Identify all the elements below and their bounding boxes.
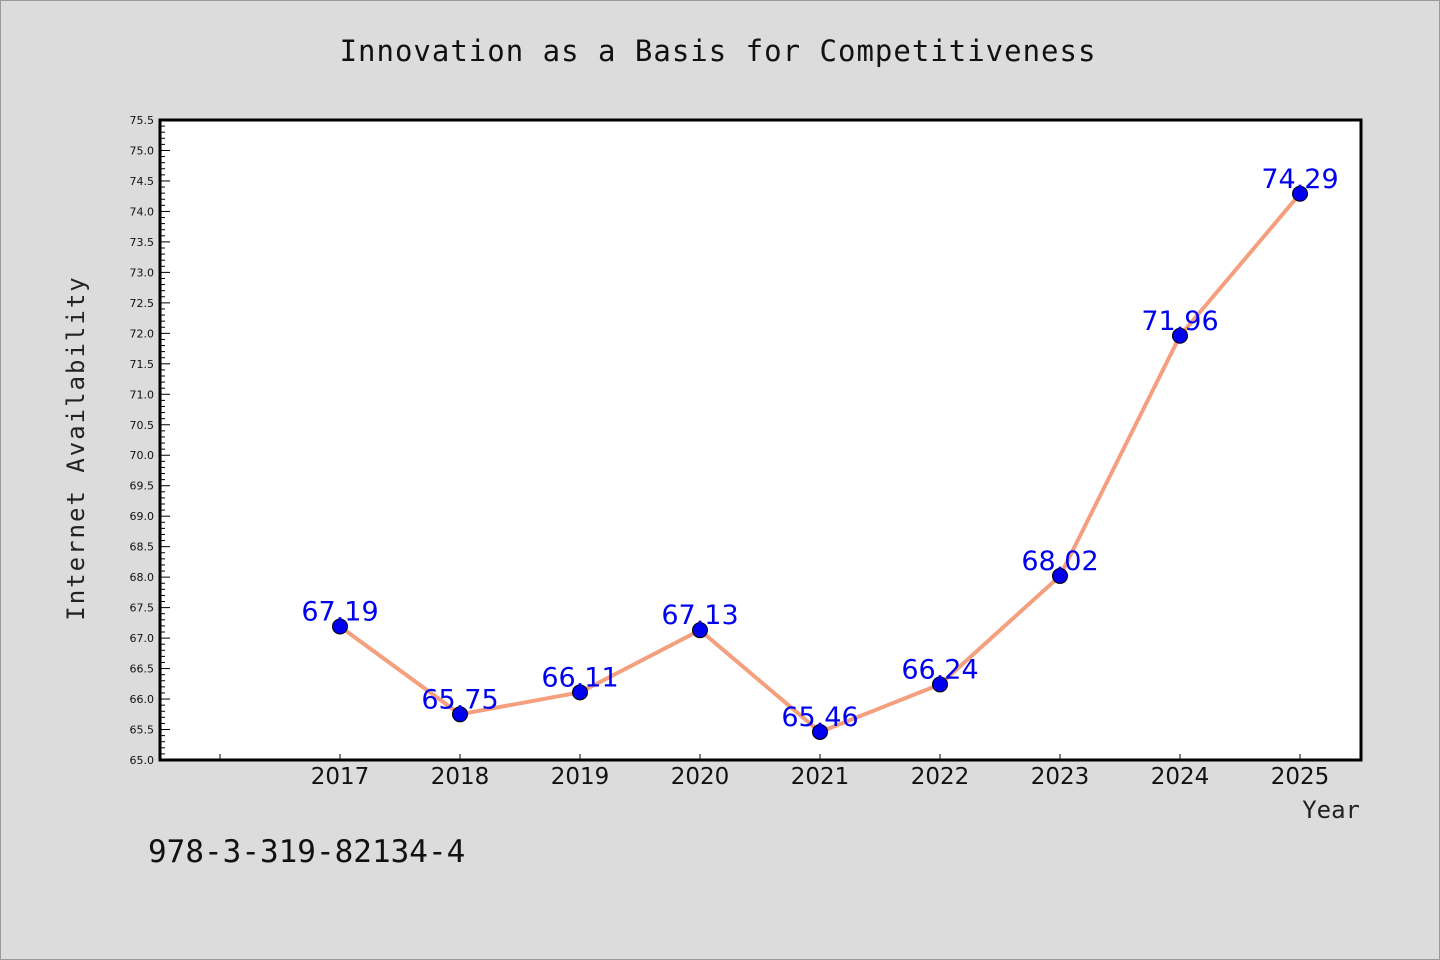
y-tick-label: 67.0 <box>130 632 155 645</box>
data-point <box>1172 327 1188 344</box>
y-tick-label: 68.5 <box>130 541 155 554</box>
y-tick-label: 67.5 <box>130 602 155 615</box>
y-tick-label: 65.5 <box>130 724 155 737</box>
y-axis: 65.0 65.5 66.0 66.5 67.0 67.5 68.0 68.5 69.0 69.5… <box>130 114 170 767</box>
y-tick-label: 72.5 <box>130 297 155 310</box>
data-label: 65.75 <box>421 684 498 715</box>
data-label: 67.13 <box>661 600 738 631</box>
data-label: 65.46 <box>781 702 858 733</box>
y-tick-label: 70.0 <box>130 449 155 462</box>
y-tick-label: 73.0 <box>130 266 155 279</box>
x-tick-label: 2023 <box>1031 764 1090 790</box>
series-layer <box>332 185 1308 740</box>
x-tick-label: 2024 <box>1151 764 1210 790</box>
y-tick-label: 72.0 <box>130 327 155 340</box>
y-tick-label: 71.0 <box>130 388 155 401</box>
x-tick-label: 2018 <box>431 764 490 790</box>
y-tick-label: 74.5 <box>130 175 155 188</box>
y-tick-label: 75.0 <box>130 144 155 157</box>
y-tick-label: 69.5 <box>130 480 155 493</box>
data-labels: 67.19 65.75 66.11 67.13 65.46 66.24 68.02 71.96… <box>301 164 1338 733</box>
data-label: 68.02 <box>1021 546 1098 577</box>
x-tick-label: 2017 <box>311 764 370 790</box>
y-tick-label: 68.0 <box>130 571 155 584</box>
y-tick-label: 75.5 <box>130 114 155 127</box>
data-point <box>692 622 708 639</box>
x-tick-label: 2022 <box>911 764 970 790</box>
x-tick-label: 2019 <box>551 764 610 790</box>
y-tick-label: 71.5 <box>130 358 155 371</box>
y-tick-label: 69.0 <box>130 510 155 523</box>
y-tick-label: 73.5 <box>130 236 155 249</box>
data-label: 66.11 <box>541 662 618 693</box>
y-tick-label: 70.5 <box>130 419 155 432</box>
y-tick-label: 65.0 <box>130 754 155 767</box>
x-axis-label: Year <box>1302 796 1360 824</box>
plot-area <box>158 118 1363 762</box>
data-point <box>1292 185 1308 202</box>
data-point <box>812 723 828 740</box>
data-label: 66.24 <box>901 654 978 685</box>
y-tick-label: 66.5 <box>130 663 155 676</box>
data-label: 71.96 <box>1141 306 1218 337</box>
x-tick-label: 2025 <box>1271 764 1330 790</box>
data-point <box>332 618 348 635</box>
x-tick-label: 2021 <box>791 764 850 790</box>
data-point <box>1052 567 1068 584</box>
chart-title: Innovation as a Basis for Competitivenes… <box>339 34 1097 68</box>
data-point <box>932 676 948 693</box>
y-tick-label: 74.0 <box>130 205 155 218</box>
x-axis: 2017 2018 2019 2020 2021 2022 2023 2024 2025 <box>219 754 1330 790</box>
data-label: 67.19 <box>301 597 378 628</box>
x-tick-label: 2020 <box>671 764 730 790</box>
data-label: 74.29 <box>1261 164 1338 195</box>
data-point <box>572 684 588 701</box>
y-tick-label: 66.0 <box>130 693 155 706</box>
data-point <box>452 706 468 723</box>
isbn-label: 978-3-319-82134-4 <box>148 834 466 870</box>
